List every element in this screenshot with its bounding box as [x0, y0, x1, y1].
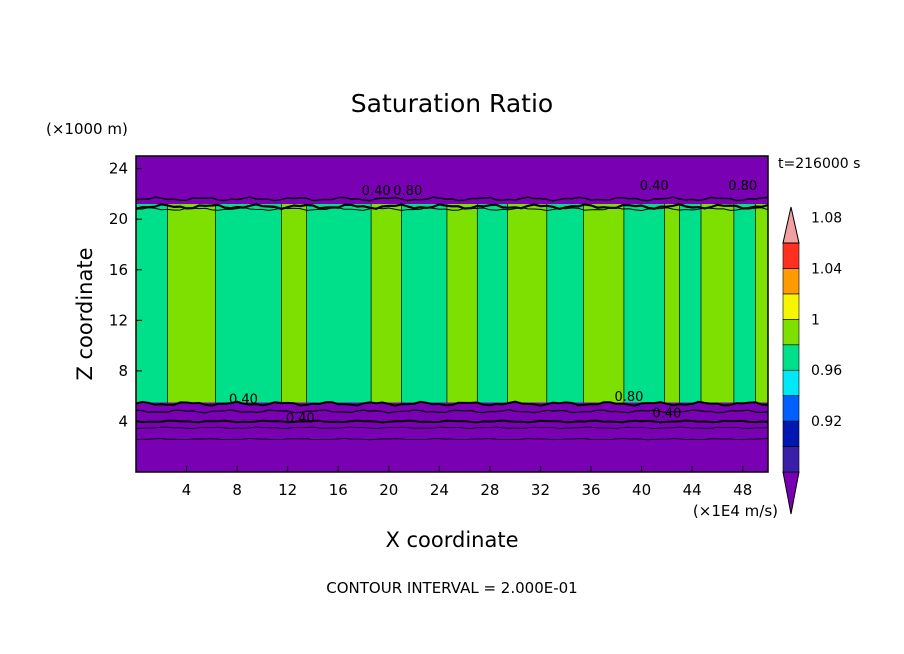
column-17: [755, 204, 768, 403]
contour-line-6: [136, 426, 768, 430]
colorbar-swatch-4: [782, 344, 800, 371]
colorbar-swatch-0: [782, 446, 800, 473]
colorbar-low-extension: [782, 471, 800, 515]
column-1: [167, 204, 216, 403]
contour-line-5: [136, 419, 768, 424]
contour-line-3: [136, 400, 768, 407]
contour-label-5: 0.40: [229, 393, 258, 408]
x-tick-label-4: 20: [379, 481, 398, 499]
colorbar-swatch-2: [782, 395, 800, 422]
column-8: [477, 204, 508, 403]
colorbar-swatch-5: [782, 319, 800, 346]
colorbar-swatch-1: [782, 420, 800, 447]
column-11: [583, 204, 624, 403]
column-5: [371, 204, 402, 403]
y-axis-ticks: 4 8 12 16 20 24: [109, 160, 142, 430]
x-tick-label-11: 48: [733, 481, 752, 499]
colorbar-label-4: 1.08: [811, 211, 842, 227]
contour-label-4: 0.40: [286, 412, 315, 427]
column-3: [281, 204, 307, 403]
x-tick-label-10: 44: [683, 481, 702, 499]
contour-label-0: 0.40: [640, 179, 669, 194]
x-tick-label-0: 4: [182, 481, 192, 499]
y-tick-label-3: 16: [109, 261, 128, 279]
contour-lines: [136, 196, 768, 441]
column-6: [401, 204, 447, 403]
y-tick-label-0: 4: [118, 412, 128, 430]
y-tick-label-5: 24: [109, 160, 128, 178]
x-axis-ticks: 4 8 12 16 20 24 28 32 36 40 44 48: [182, 466, 752, 499]
y-tick-label-1: 8: [118, 362, 128, 380]
chart-title: Saturation Ratio: [351, 89, 553, 118]
x-tick-label-3: 16: [329, 481, 348, 499]
column-10: [546, 204, 584, 403]
contour-interval-note: CONTOUR INTERVAL = 2.000E-01: [326, 579, 577, 597]
y-tick-label-2: 12: [109, 311, 128, 329]
contour-labels: 0.40 0.800.40 0.800.400.40 0.800.40: [229, 179, 757, 427]
colorbar-label-2: 1: [811, 312, 820, 328]
layer-0: [136, 402, 768, 472]
y-axis-label: Z coordinate: [73, 247, 97, 380]
contour-line-1: [136, 196, 768, 202]
colorbar: 0.92 0.96 1 1.04 1.08: [782, 206, 842, 515]
x-unit-label: (×1E4 m/s): [693, 502, 778, 520]
column-13: [664, 204, 680, 403]
colorbar-swatch-7: [782, 268, 800, 295]
colorbar-swatch-6: [782, 293, 800, 320]
contour-label-6: 0.80: [614, 390, 643, 405]
colorbar-swatch-3: [782, 369, 800, 396]
contour-line-4: [136, 409, 768, 414]
contour-label-3: 0.80: [393, 184, 422, 199]
column-16: [733, 204, 756, 403]
column-0: [136, 204, 168, 403]
x-tick-label-7: 32: [531, 481, 550, 499]
layer-2: [136, 156, 768, 205]
colorbar-swatch-8: [782, 242, 800, 269]
colorbar-high-extension: [782, 206, 800, 244]
colorbar-label-3: 1.04: [811, 261, 842, 277]
contour-line-7: [136, 438, 768, 441]
column-12: [623, 204, 665, 403]
column-7: [446, 204, 478, 403]
x-tick-label-9: 40: [632, 481, 651, 499]
x-tick-label-2: 12: [278, 481, 297, 499]
time-label: t=216000 s: [778, 156, 860, 172]
x-tick-label-1: 8: [232, 481, 242, 499]
column-2: [215, 204, 282, 403]
column-14: [679, 204, 702, 403]
plot-area: 0.40 0.800.40 0.800.400.40 0.800.40: [136, 156, 768, 472]
x-axis-label: X coordinate: [385, 528, 518, 552]
contour-label-2: 0.40: [362, 184, 391, 199]
column-4: [306, 204, 372, 403]
y-unit-label: (×1000 m): [46, 120, 128, 138]
column-9: [507, 204, 547, 403]
plot-frame: [135, 155, 769, 473]
column-15: [701, 204, 734, 403]
x-tick-label-6: 28: [480, 481, 499, 499]
y-tick-label-4: 20: [109, 210, 128, 228]
saturation-columns: [136, 204, 768, 403]
contour-label-7: 0.40: [652, 407, 681, 422]
x-tick-label-8: 36: [581, 481, 600, 499]
x-tick-label-5: 24: [430, 481, 449, 499]
contour-label-1: 0.80: [728, 179, 757, 194]
contour-line-2: [136, 206, 768, 212]
colorbar-label-0: 0.92: [811, 414, 842, 430]
colorbar-label-1: 0.96: [811, 363, 842, 379]
